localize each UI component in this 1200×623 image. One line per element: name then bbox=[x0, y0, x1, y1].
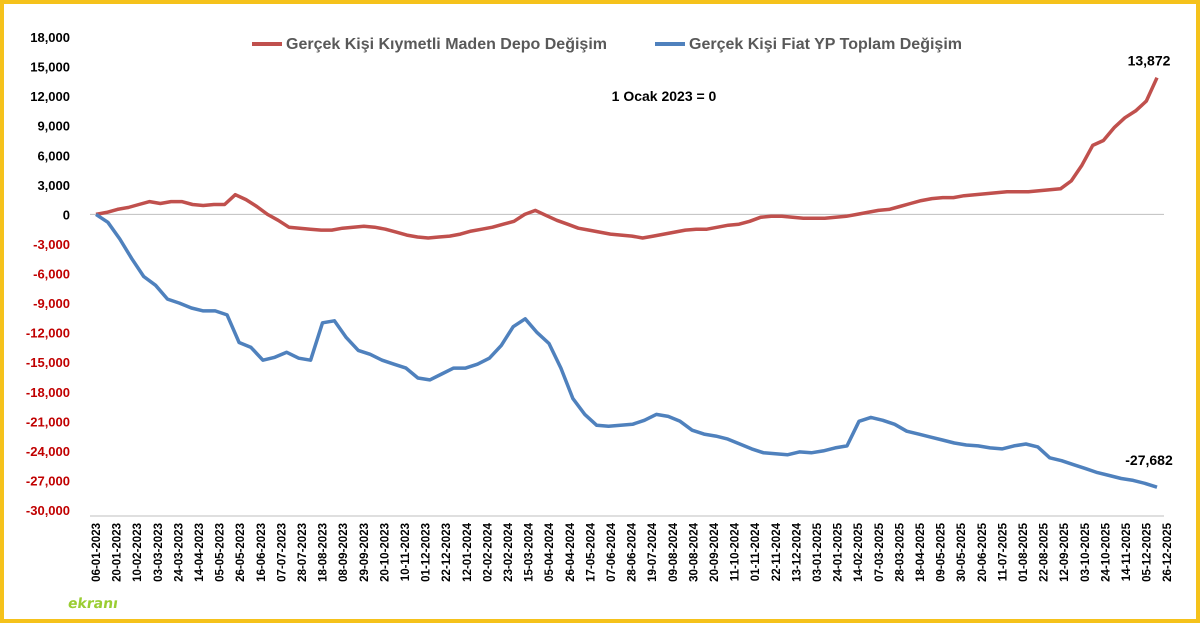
y-tick-label: 18,000 bbox=[30, 30, 70, 45]
x-tick-label: 28-06-2024 bbox=[627, 522, 639, 581]
x-tick-label: 14-02-2025 bbox=[853, 522, 865, 581]
x-tick-label: 01-12-2023 bbox=[421, 523, 433, 582]
x-tick-label: 11-07-2025 bbox=[997, 522, 1009, 581]
x-axis: 06-01-2023 20-01-2023 10-02-2023 03-03-2023… bbox=[90, 515, 1174, 582]
x-tick-label: 13-12-2024 bbox=[791, 522, 803, 581]
y-tick-label: 6,000 bbox=[37, 148, 70, 163]
x-tick-label: 23-02-2024 bbox=[503, 522, 515, 581]
y-tick-label: -21,000 bbox=[26, 414, 70, 429]
x-tick-label: 07-03-2025 bbox=[874, 522, 886, 581]
legend-label-maden: Gerçek Kişi Kıymetli Maden Depo Değişim bbox=[286, 36, 607, 53]
legend: Gerçek Kişi Kıymetli Maden Depo Değişim … bbox=[252, 36, 962, 53]
x-tick-label: 10-11-2023 bbox=[400, 523, 412, 581]
x-tick-label: 26-12-2025 bbox=[1162, 522, 1174, 581]
x-tick-label: 20-09-2024 bbox=[709, 522, 721, 581]
end-label-maden: 13,872 bbox=[1128, 53, 1171, 69]
y-tick-label: -18,000 bbox=[26, 385, 70, 400]
x-tick-label: 28-07-2023 bbox=[297, 523, 309, 582]
x-tick-label: 16-06-2023 bbox=[256, 523, 268, 582]
x-tick-label: 09-08-2024 bbox=[668, 522, 680, 581]
y-tick-label: -30,000 bbox=[26, 503, 70, 518]
x-tick-label: 22-08-2025 bbox=[1039, 522, 1051, 581]
x-tick-label: 24-01-2025 bbox=[833, 522, 845, 581]
x-tick-label: 08-09-2023 bbox=[338, 523, 350, 582]
y-tick-label: -6,000 bbox=[33, 267, 70, 282]
x-tick-label: 22-11-2024 bbox=[771, 522, 783, 581]
x-tick-label: 20-01-2023 bbox=[112, 523, 124, 582]
y-tick-label: 0 bbox=[63, 207, 70, 222]
y-tick-label: -12,000 bbox=[26, 326, 70, 341]
x-tick-label: 01-11-2024 bbox=[750, 522, 762, 581]
line-chart: Gerçek Kişi Kıymetli Maden Depo Değişim … bbox=[26, 30, 1174, 582]
x-tick-label: 28-03-2025 bbox=[894, 522, 906, 581]
x-tick-label: 14-04-2023 bbox=[194, 523, 206, 582]
y-tick-label: -27,000 bbox=[26, 473, 70, 488]
x-tick-label: 29-09-2023 bbox=[359, 523, 371, 582]
x-tick-label: 26-04-2024 bbox=[565, 522, 577, 581]
series-line-fiat bbox=[95, 212, 1158, 489]
y-axis: 18,000 15,000 12,000 9,000 6,000 3,000 0 -3,000… bbox=[26, 30, 70, 518]
y-tick-label: 3,000 bbox=[37, 178, 70, 193]
x-tick-label: 14-11-2025 bbox=[1121, 522, 1133, 581]
x-tick-label: 10-02-2023 bbox=[132, 523, 144, 582]
end-label-fiat: -27,682 bbox=[1125, 452, 1173, 468]
x-tick-label: 19-07-2024 bbox=[647, 522, 659, 581]
x-tick-label: 07-06-2024 bbox=[606, 522, 618, 581]
y-tick-label: -24,000 bbox=[26, 444, 70, 459]
series-line-maden bbox=[95, 76, 1159, 240]
x-tick-label: 18-08-2023 bbox=[318, 523, 330, 582]
x-tick-label: 20-06-2025 bbox=[977, 522, 989, 581]
x-tick-label: 05-04-2024 bbox=[544, 522, 556, 581]
x-tick-label: 09-05-2025 bbox=[936, 522, 948, 581]
x-tick-label: 03-01-2025 bbox=[812, 522, 824, 581]
x-tick-label: 03-10-2025 bbox=[1080, 522, 1092, 581]
y-tick-label: -3,000 bbox=[33, 237, 70, 252]
y-tick-label: -9,000 bbox=[33, 296, 70, 311]
x-tick-label: 07-07-2023 bbox=[276, 523, 288, 582]
y-tick-label: 12,000 bbox=[30, 89, 70, 104]
x-tick-label: 05-12-2025 bbox=[1142, 522, 1154, 581]
x-tick-label: 20-10-2023 bbox=[379, 523, 391, 582]
annotation-base-date: 1 Ocak 2023 = 0 bbox=[612, 88, 717, 104]
x-tick-label: 06-01-2023 bbox=[91, 523, 103, 582]
y-tick-label: -15,000 bbox=[26, 355, 70, 370]
y-tick-label: 9,000 bbox=[37, 119, 70, 134]
x-tick-label: 11-10-2024 bbox=[730, 522, 742, 581]
x-tick-label: 24-03-2023 bbox=[173, 523, 185, 582]
x-tick-label: 03-03-2023 bbox=[153, 523, 165, 582]
x-tick-label: 12-09-2025 bbox=[1059, 522, 1071, 581]
y-tick-label: 15,000 bbox=[30, 60, 70, 75]
x-tick-label: 30-05-2025 bbox=[956, 522, 968, 581]
x-tick-label: 24-10-2025 bbox=[1100, 522, 1112, 581]
series-group bbox=[95, 76, 1159, 489]
x-tick-label: 01-08-2025 bbox=[1018, 522, 1030, 581]
x-tick-label: 30-08-2024 bbox=[688, 522, 700, 581]
legend-label-fiat: Gerçek Kişi Fiat YP Toplam Değişim bbox=[689, 36, 962, 53]
x-tick-label: 12-01-2024 bbox=[462, 522, 474, 581]
x-tick-label: 22-12-2023 bbox=[441, 523, 453, 582]
watermark-logo: ekranı bbox=[66, 596, 120, 612]
x-tick-label: 17-05-2024 bbox=[585, 522, 597, 581]
x-tick-label: 05-05-2023 bbox=[215, 523, 227, 582]
x-tick-label: 18-04-2025 bbox=[915, 522, 927, 581]
x-tick-label: 26-05-2023 bbox=[235, 523, 247, 582]
x-tick-label: 02-02-2024 bbox=[482, 522, 494, 581]
x-tick-label: 15-03-2024 bbox=[524, 522, 536, 581]
